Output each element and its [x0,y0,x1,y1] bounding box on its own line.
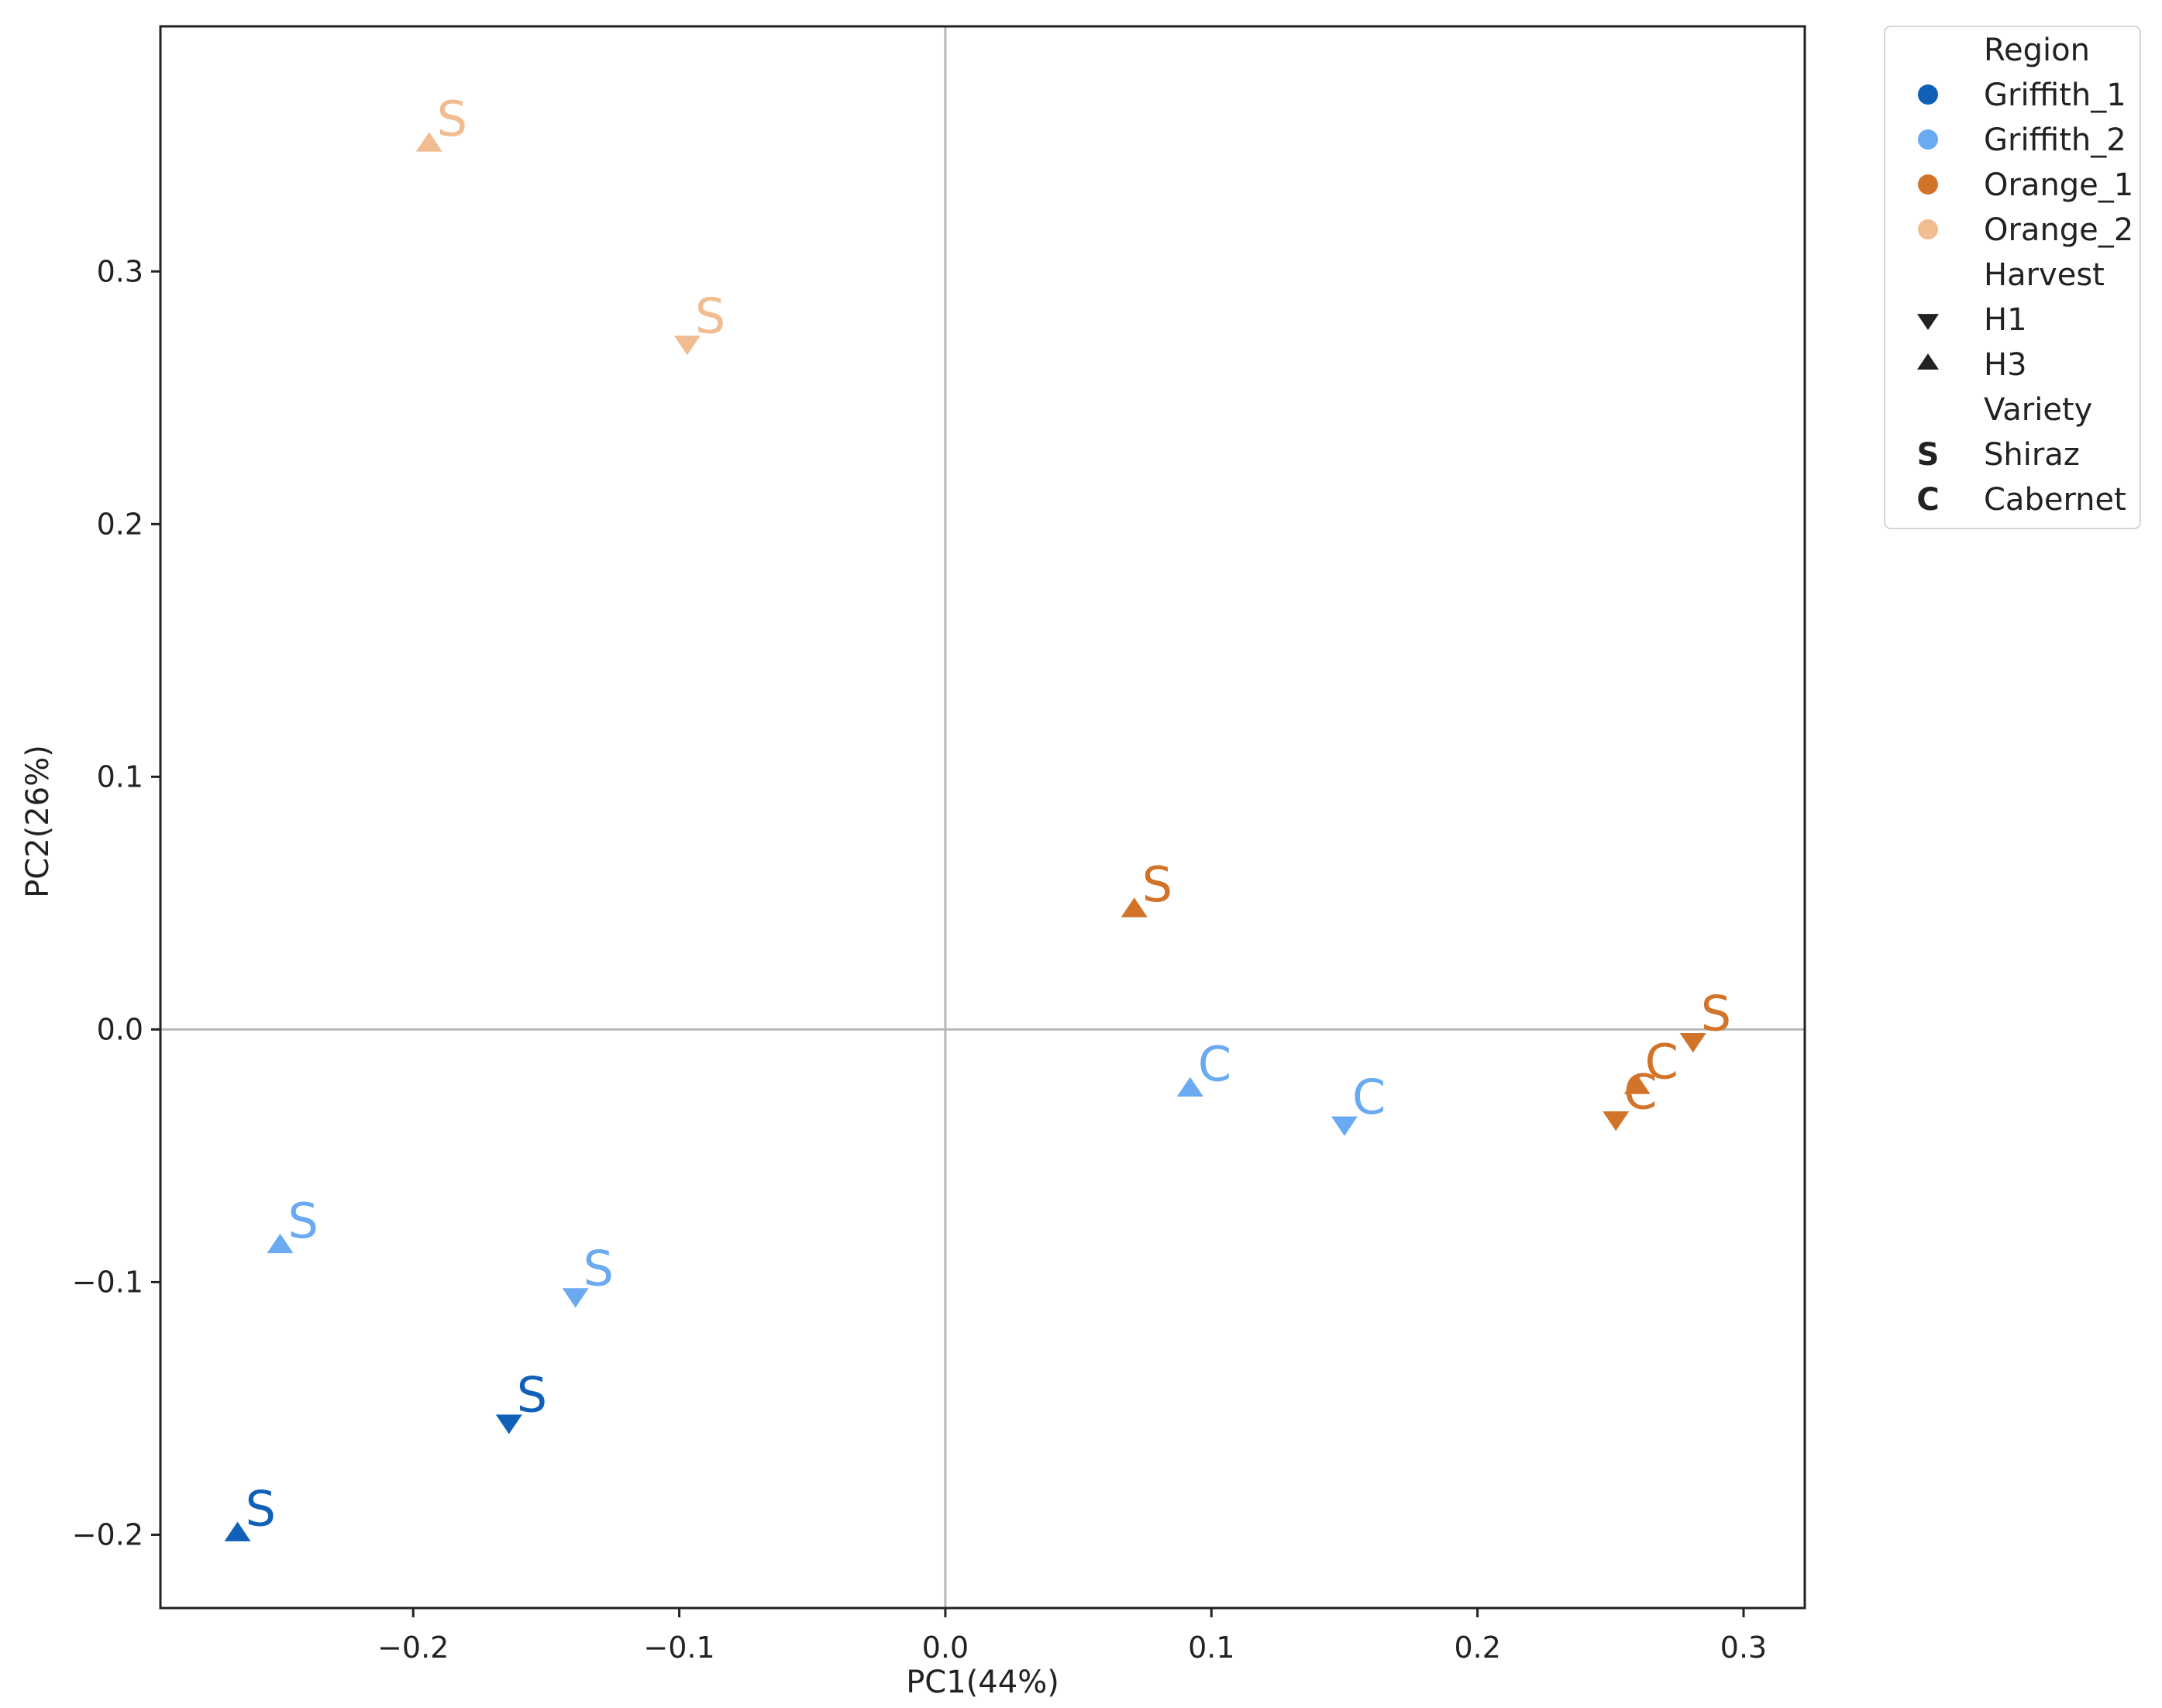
legend: Region Griffith_1 Griffith_2 Orange_1 Orange… [1884,26,2141,529]
data-point-triangle-down [1603,1111,1630,1131]
data-point-variety-label: C [1623,1063,1657,1120]
legend-region-label: Orange_2 [1984,212,2133,248]
data-point-triangle-down [1679,1032,1706,1053]
legend-region-label: Griffith_1 [1984,77,2126,113]
x-tick-label: 0.3 [1720,1631,1767,1665]
x-tick-label: 0.0 [922,1631,969,1665]
data-point-triangle-up [224,1521,251,1541]
x-axis: −0.2 −0.1 0.0 0.1 0.2 0.3 [377,1608,1767,1665]
data-point-triangle-up [1176,1076,1203,1097]
legend-variety-label: Cabernet [1984,482,2126,518]
data-point-variety-label: S [695,288,725,345]
legend-region-label: Orange_1 [1984,167,2133,203]
data-point-variety-label: C [1352,1069,1386,1125]
data-point-variety-label: S [288,1193,318,1249]
data-point-variety-label: C [1645,1033,1678,1090]
legend-region-swatch [1918,84,1938,105]
y-tick-label: 0.3 [97,254,143,288]
x-tick-label: 0.1 [1188,1631,1234,1665]
legend-variety-symbol: C [1916,482,1939,518]
data-point-variety-label: S [584,1241,614,1297]
legend-frame [1884,26,2141,529]
legend-section-title: Region [1984,33,2090,68]
legend-section-title: Variety [1984,392,2092,428]
x-axis-title: PC1(44%) [906,1665,1059,1700]
legend-harvest-label: H1 [1984,302,2027,338]
legend-section-title: Harvest [1984,257,2105,293]
y-tick-label: −0.1 [72,1265,143,1299]
legend-triangle-up-marker [1917,353,1939,370]
legend-triangle-down-marker [1917,314,1939,330]
x-tick-label: −0.1 [643,1631,714,1665]
y-tick-label: 0.1 [97,759,143,794]
legend-harvest-label: H3 [1984,347,2027,383]
y-axis: −0.2 −0.1 0.0 0.1 0.2 0.3 [72,254,160,1551]
data-point-triangle-down [1331,1116,1358,1136]
data-point-triangle-up [1623,1074,1651,1094]
legend-region-label: Griffith_2 [1984,122,2126,158]
data-point-triangle-up [415,132,442,152]
legend-variety-symbol: S [1917,437,1940,473]
x-tick-label: −0.2 [377,1631,449,1665]
data-point-variety-label: S [1142,856,1172,913]
x-tick-label: 0.2 [1454,1631,1500,1665]
data-point-triangle-down [562,1288,589,1308]
legend-region-swatch [1918,219,1938,239]
data-point-triangle-down [673,336,701,356]
data-point-triangle-up [1121,897,1148,918]
legend-variety-label: Shiraz [1984,437,2080,473]
data-point-variety-label: S [1701,985,1731,1042]
plot-frame [159,25,1806,1610]
y-axis-title: PC2(26%) [20,745,56,898]
data-point-variety-label: S [517,1367,547,1424]
data-point-variety-label: S [246,1480,276,1537]
data-point-variety-label: C [1198,1036,1231,1093]
y-tick-label: 0.2 [97,507,143,541]
y-tick-label: 0.0 [97,1012,143,1046]
data-point-triangle-up [267,1233,294,1254]
data-point-variety-label: S [437,91,467,147]
legend-region-swatch [1918,174,1938,195]
reference-lines [160,26,1805,1608]
y-tick-label: −0.2 [72,1517,143,1551]
data-point-triangle-down [495,1414,522,1434]
legend-region-swatch [1918,129,1938,150]
